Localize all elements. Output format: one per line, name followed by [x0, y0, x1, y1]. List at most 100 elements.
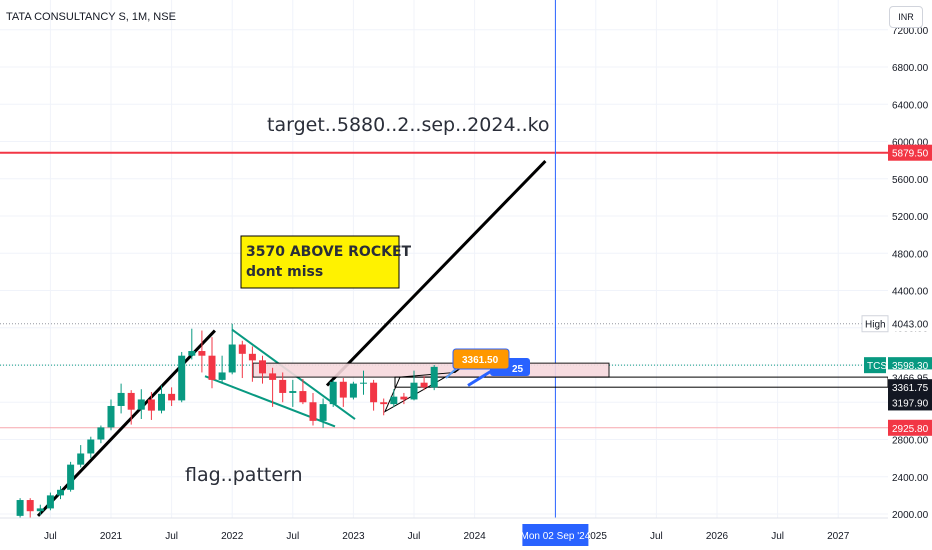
target-annotation[interactable]: target..5880..2..sep..2024..ko — [267, 114, 550, 136]
candle — [87, 436, 95, 459]
price-axis-bg — [888, 0, 932, 550]
candle-body — [178, 355, 186, 401]
candle-body — [390, 396, 398, 405]
y-tick-label: 6400.00 — [892, 100, 929, 111]
rocket-callout-line2: dont miss — [246, 264, 323, 280]
low-price-tag — [888, 419, 932, 436]
candle-body — [107, 405, 115, 428]
x-tick-label: 2022 — [221, 531, 244, 542]
candle — [188, 328, 196, 360]
blue-arrow[interactable] — [467, 369, 493, 387]
candle — [319, 398, 327, 428]
high-price-tag-text: 4043.00 — [892, 320, 929, 331]
last-price-tag-text: 3598.30 — [892, 361, 929, 372]
candle-body — [309, 402, 317, 421]
annotation-layer[interactable]: target..5880..2..sep..2024..ko 3570 ABOVE… — [185, 114, 550, 486]
rocket-callout-line1: 3570 ABOVE ROCKET — [246, 244, 412, 260]
candle-body — [248, 353, 256, 361]
candle — [198, 330, 206, 373]
x-tick-label: 2024 — [463, 531, 486, 542]
chart-drawings[interactable] — [36, 0, 889, 518]
x-tick-label: Jul — [408, 531, 421, 542]
candle-body — [319, 404, 327, 421]
y-tick-label: 2800.00 — [892, 436, 929, 447]
candle — [289, 379, 297, 407]
candle-body — [208, 355, 216, 380]
candle-body — [400, 396, 408, 400]
time-axis-bg — [0, 518, 888, 550]
candle-body — [127, 392, 135, 410]
x-tick-label: Jul — [286, 531, 299, 542]
candle-body — [147, 399, 155, 411]
candle — [339, 378, 347, 407]
high-label-text: High — [865, 320, 886, 331]
candle — [228, 323, 236, 375]
level-3-tag-text: 3197.90 — [892, 398, 929, 409]
candle-body — [198, 351, 206, 356]
candle-body — [87, 439, 95, 454]
candle — [107, 399, 115, 431]
candle — [97, 425, 105, 444]
flag-pattern-annotation[interactable]: flag..pattern — [185, 464, 303, 486]
candle — [26, 498, 34, 519]
candle-body — [360, 382, 367, 384]
candle — [360, 370, 367, 395]
candle-body — [228, 344, 236, 373]
candle — [349, 381, 357, 400]
target-price-tag — [888, 144, 932, 161]
candle — [137, 389, 145, 420]
x-tick-label: Jul — [771, 531, 784, 542]
symbol-title: TATA CONSULTANCY S, 1M, NSE — [6, 11, 176, 23]
y-tick-label: 2000.00 — [892, 510, 929, 521]
candle-body — [380, 402, 388, 405]
candle-body — [46, 495, 54, 509]
candle-body — [279, 379, 287, 393]
x-tick-label: Jul — [650, 531, 663, 542]
candle — [309, 392, 317, 426]
projection-trendline[interactable] — [325, 160, 547, 387]
candle-body — [57, 489, 64, 496]
x-tick-label: 2023 — [342, 531, 365, 542]
candle — [117, 383, 125, 414]
y-tick-label: 6800.00 — [892, 63, 929, 74]
candle — [46, 492, 54, 511]
x-tick-label: 2025 — [585, 531, 608, 542]
y-tick-label: 5200.00 — [892, 212, 929, 223]
low-price-tag-text: 2925.80 — [892, 424, 929, 435]
candle-body — [67, 464, 75, 490]
candle — [248, 346, 256, 382]
candle — [36, 504, 44, 515]
candle-body — [299, 391, 307, 403]
candle — [370, 379, 378, 411]
target-price-tag-text: 5879.50 — [892, 149, 929, 160]
price-axis[interactable]: 2000.002400.002800.003200.003600.004000.… — [861, 0, 932, 550]
symbol-label-box — [864, 357, 886, 374]
candle — [178, 351, 186, 403]
rocket-callout-box[interactable] — [240, 235, 400, 289]
cursor-date-tag — [522, 524, 589, 546]
candle — [299, 378, 307, 405]
level-3-tag — [888, 394, 932, 411]
candle — [67, 461, 75, 492]
currency-button[interactable]: INR — [889, 6, 923, 28]
y-tick-label: 6000.00 — [892, 138, 929, 149]
candle — [208, 337, 216, 389]
y-tick-label: 4800.00 — [892, 249, 929, 260]
x-tick-label: 2027 — [827, 531, 850, 542]
candle — [158, 385, 165, 414]
candle — [127, 390, 135, 425]
rally-trendline[interactable] — [36, 329, 216, 517]
orange-price-label[interactable] — [452, 348, 510, 370]
time-axis[interactable]: Jul 2021 Jul 2022 Jul 2023 Jul 2024 2025 Jul 2026 J… — [0, 517, 888, 550]
symbol-label-text: TCS — [867, 361, 887, 372]
candle — [77, 445, 85, 468]
candlestick-series — [16, 323, 438, 521]
y-tick-label: 7200.00 — [892, 26, 929, 37]
candle-body — [420, 382, 428, 388]
candle-body — [168, 393, 176, 401]
candle — [259, 355, 266, 384]
y-tick-label: 5600.00 — [892, 175, 929, 186]
grid-lines — [0, 0, 888, 518]
candle-body — [97, 427, 105, 440]
